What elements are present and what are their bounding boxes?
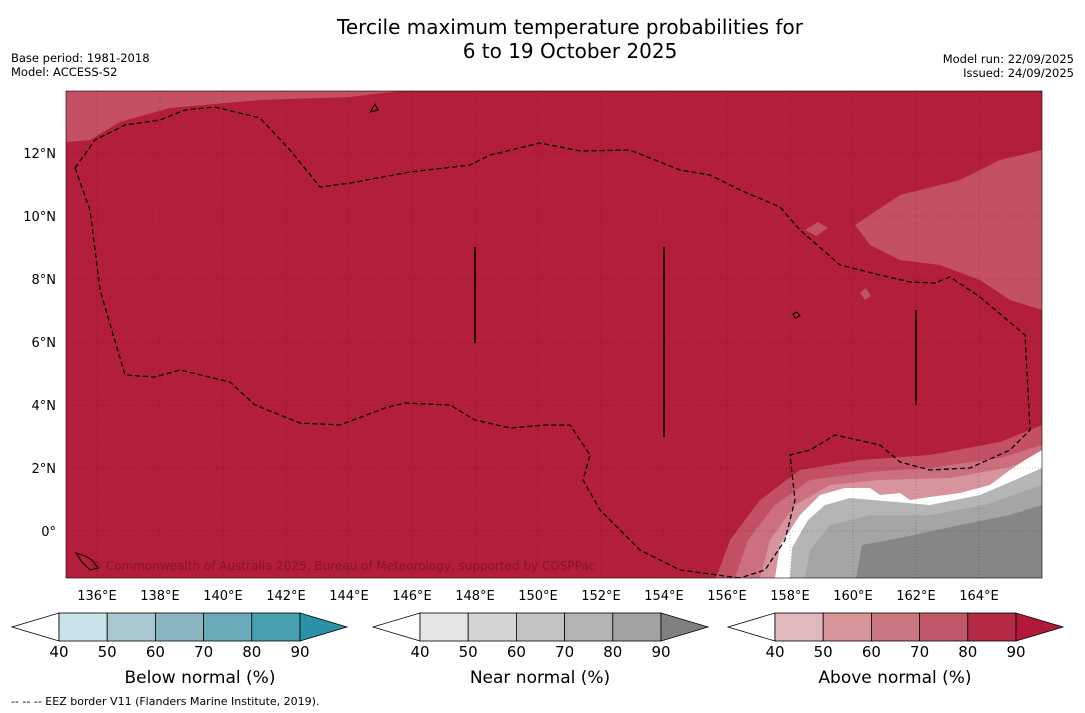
lon-tick-label: 160°E <box>833 589 873 604</box>
colorbar-tick-label: 70 <box>910 643 929 661</box>
colorbar-triangle-right <box>660 612 710 642</box>
colorbar-tick-label: 60 <box>862 643 881 661</box>
colorbar-segment <box>419 612 469 642</box>
colorbar-label-below: Below normal (%) <box>124 668 276 688</box>
colorbar-segment <box>612 612 662 642</box>
colorbar-segment <box>774 612 824 642</box>
eez-border-fsm <box>74 106 1031 578</box>
colorbar-tick-label: 90 <box>1006 643 1025 661</box>
colorbar-segment <box>467 612 517 642</box>
colorbar-segment <box>871 612 921 642</box>
model-info: Base period: 1981-2018 Model: ACCESS-S2 <box>11 51 150 79</box>
colorbar-tick-label: 60 <box>146 643 165 661</box>
lon-tick-label: 154°E <box>644 589 684 604</box>
lat-tick-label: 10°N <box>23 210 56 225</box>
colorbar-tick-label: 50 <box>459 643 478 661</box>
colorbar-label-above: Above normal (%) <box>818 668 972 688</box>
colorbar-tick-label: 80 <box>242 643 261 661</box>
colorbar-triangle-right <box>1015 612 1065 642</box>
colorbar-segment <box>106 612 156 642</box>
colorbar-triangle-left <box>10 612 60 642</box>
above-normal-70-band-east <box>855 150 1042 310</box>
footnote: -- -- -- EEZ border V11 (Flanders Marine… <box>11 695 320 708</box>
issued-date: Issued: 24/09/2025 <box>963 66 1074 80</box>
colorbar-segment <box>516 612 566 642</box>
above-normal-patch <box>805 222 828 236</box>
coastline-sw <box>74 552 99 571</box>
eez-border-south <box>74 167 741 578</box>
colorbar-segment <box>58 612 108 642</box>
lon-tick-label: 158°E <box>770 589 810 604</box>
chart-title: Tercile maximum temperature probabilitie… <box>0 15 1085 63</box>
colorbar-label-near: Near normal (%) <box>469 668 611 688</box>
colorbar-2: 40 50 60 70 80 90 <box>726 612 1065 661</box>
coastlines <box>74 102 917 571</box>
colorbar-tick-label: 90 <box>651 643 670 661</box>
lon-tick-label: 138°E <box>140 589 180 604</box>
lon-tick-label: 164°E <box>959 589 999 604</box>
run-info: Model run: 22/09/2025 Issued: 24/09/2025 <box>943 52 1074 80</box>
colorbar-segment <box>154 612 204 642</box>
colorbar-tick-label: 40 <box>410 643 429 661</box>
colorbar-segment <box>822 612 872 642</box>
map-area: © Commonwealth of Australia 2025, Bureau… <box>66 91 1042 578</box>
lon-tick-label: 156°E <box>707 589 747 604</box>
lon-tick-label: 150°E <box>518 589 558 604</box>
colorbar-tick-label: 40 <box>49 643 68 661</box>
colorbar-tick-label: 70 <box>555 643 574 661</box>
colorbar-tick-label: 60 <box>507 643 526 661</box>
base-period: Base period: 1981-2018 <box>11 51 150 65</box>
colorbar-tick-label: 50 <box>814 643 833 661</box>
map-frame <box>65 90 1043 579</box>
colorbar-tick-label: 90 <box>290 643 309 661</box>
title-line-2: 6 to 19 October 2025 <box>462 39 678 63</box>
lon-tick-label: 152°E <box>581 589 621 604</box>
model-name: Model: ACCESS-S2 <box>11 65 118 79</box>
island-outline <box>368 102 379 113</box>
lon-tick-label: 140°E <box>203 589 243 604</box>
colorbar-tick-label: 70 <box>194 643 213 661</box>
colorbar-segment <box>203 612 253 642</box>
lat-tick-label: 12°N <box>23 147 56 162</box>
lat-tick-label: 6°N <box>32 336 57 351</box>
colorbar-0: 40 50 60 70 80 90 <box>10 612 349 661</box>
colorbar-tick-label: 40 <box>765 643 784 661</box>
colorbar-segment <box>564 612 614 642</box>
above-normal-patch-2 <box>860 288 871 300</box>
model-run-date: Model run: 22/09/2025 <box>942 52 1074 66</box>
colorbar-tick-label: 80 <box>603 643 622 661</box>
colorbar-triangle-right <box>299 612 349 642</box>
colorbar-tick-label: 50 <box>98 643 117 661</box>
lat-tick-label: 0° <box>41 525 56 540</box>
lat-tick-label: 4°N <box>32 399 57 414</box>
colorbar-triangle-left <box>726 612 776 642</box>
colorbar-segment <box>251 612 301 642</box>
copyright-text: © Commonwealth of Australia 2025, Bureau… <box>90 559 595 573</box>
colorbar-triangle-left <box>371 612 421 642</box>
near-normal-90-band <box>856 505 1042 578</box>
above-normal-70-band-top <box>66 91 400 142</box>
lon-tick-label: 144°E <box>329 589 369 604</box>
lon-tick-label: 148°E <box>455 589 495 604</box>
colorbar-segment <box>967 612 1017 642</box>
lon-tick-label: 142°E <box>266 589 306 604</box>
colorbar-segment <box>919 612 969 642</box>
colorbar-tick-label: 80 <box>958 643 977 661</box>
lat-tick-label: 2°N <box>32 462 57 477</box>
island-outline-2 <box>792 311 801 319</box>
lat-tick-label: 8°N <box>32 273 57 288</box>
title-line-1: Tercile maximum temperature probabilitie… <box>337 15 803 39</box>
eez-borders <box>74 106 1031 578</box>
colorbar-1: 40 50 60 70 80 90 <box>371 612 710 661</box>
lon-tick-label: 136°E <box>77 589 117 604</box>
lon-tick-label: 146°E <box>392 589 432 604</box>
lon-tick-label: 162°E <box>896 589 936 604</box>
